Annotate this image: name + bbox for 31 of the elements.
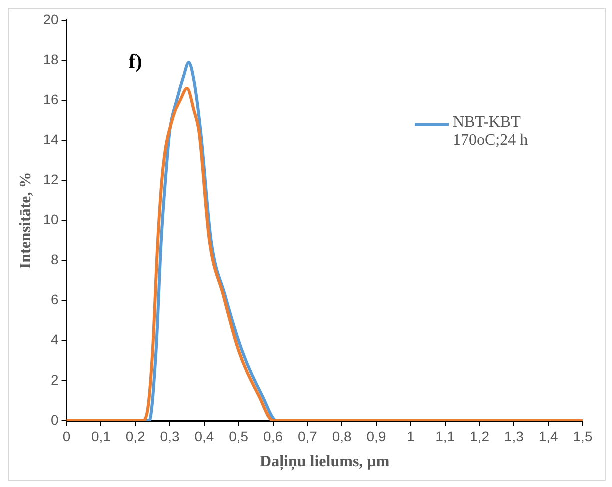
y-tick-label: 18 — [43, 51, 59, 68]
y-axis-title: Intensitāte, % — [18, 172, 35, 270]
y-tick-label: 8 — [50, 252, 59, 268]
y-tick-label: 0 — [50, 412, 59, 428]
x-tick-label: 0,4 — [194, 428, 214, 444]
x-tick-label: 0,6 — [264, 428, 284, 444]
x-tick-label: 0,8 — [332, 428, 352, 444]
y-tick-label: 16 — [43, 91, 59, 108]
x-tick-label: 0,2 — [126, 428, 146, 444]
legend-label: NBT-KBT 170oC;24 h — [453, 114, 530, 150]
x-tick-label: 0,9 — [366, 428, 386, 444]
x-tick-label: 1,2 — [470, 428, 490, 444]
x-tick-label: 0 — [62, 428, 71, 444]
x-tick-label: 0,5 — [229, 428, 249, 444]
x-tick-label: 0,7 — [298, 428, 318, 444]
y-tick-label: 12 — [43, 172, 59, 188]
y-tick-label: 20 — [43, 11, 59, 28]
x-tick-label: 1,1 — [436, 428, 456, 444]
x-tick-label: 0,1 — [91, 428, 112, 444]
x-tick-label: 0,3 — [160, 428, 180, 444]
x-tick-label: 1,3 — [504, 428, 524, 444]
annotation: f) — [129, 51, 142, 74]
x-tick-label: 1 — [407, 428, 416, 444]
y-tick-label: 6 — [50, 292, 59, 308]
y-tick-label: 14 — [43, 131, 59, 148]
y-tick-label: 2 — [50, 372, 59, 388]
x-axis-title: Daļiņu lielums, µm — [260, 454, 390, 472]
x-tick-label: 1,4 — [538, 428, 559, 444]
y-tick-label: 4 — [50, 332, 59, 348]
y-tick-label: 10 — [43, 212, 59, 228]
x-tick-label: 1,5 — [573, 428, 593, 444]
